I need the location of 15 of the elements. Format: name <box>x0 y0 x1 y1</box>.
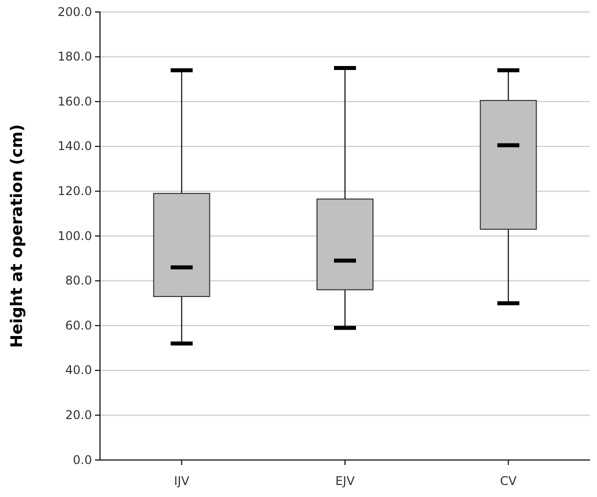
y-tick-label: 80.0 <box>65 274 92 288</box>
x-tick-label: CV <box>500 474 518 488</box>
y-tick-label: 140.0 <box>58 139 92 154</box>
y-tick-label: 20.0 <box>65 408 92 422</box>
y-tick-label: 40.0 <box>65 363 92 378</box>
y-tick-label: 180.0 <box>58 50 92 64</box>
y-tick-label: 120.0 <box>58 184 92 198</box>
x-tick-label: EJV <box>335 474 356 488</box>
y-axis-title: Height at operation (cm) <box>7 124 26 348</box>
y-tick-label: 200.0 <box>58 4 92 19</box>
y-tick-label: 60.0 <box>65 318 92 332</box>
y-tick-label: 100.0 <box>58 228 92 243</box>
y-tick-label: 0.0 <box>72 452 92 467</box>
x-tick-label: IJV <box>174 474 190 488</box>
y-tick-label: 160.0 <box>58 94 92 108</box>
